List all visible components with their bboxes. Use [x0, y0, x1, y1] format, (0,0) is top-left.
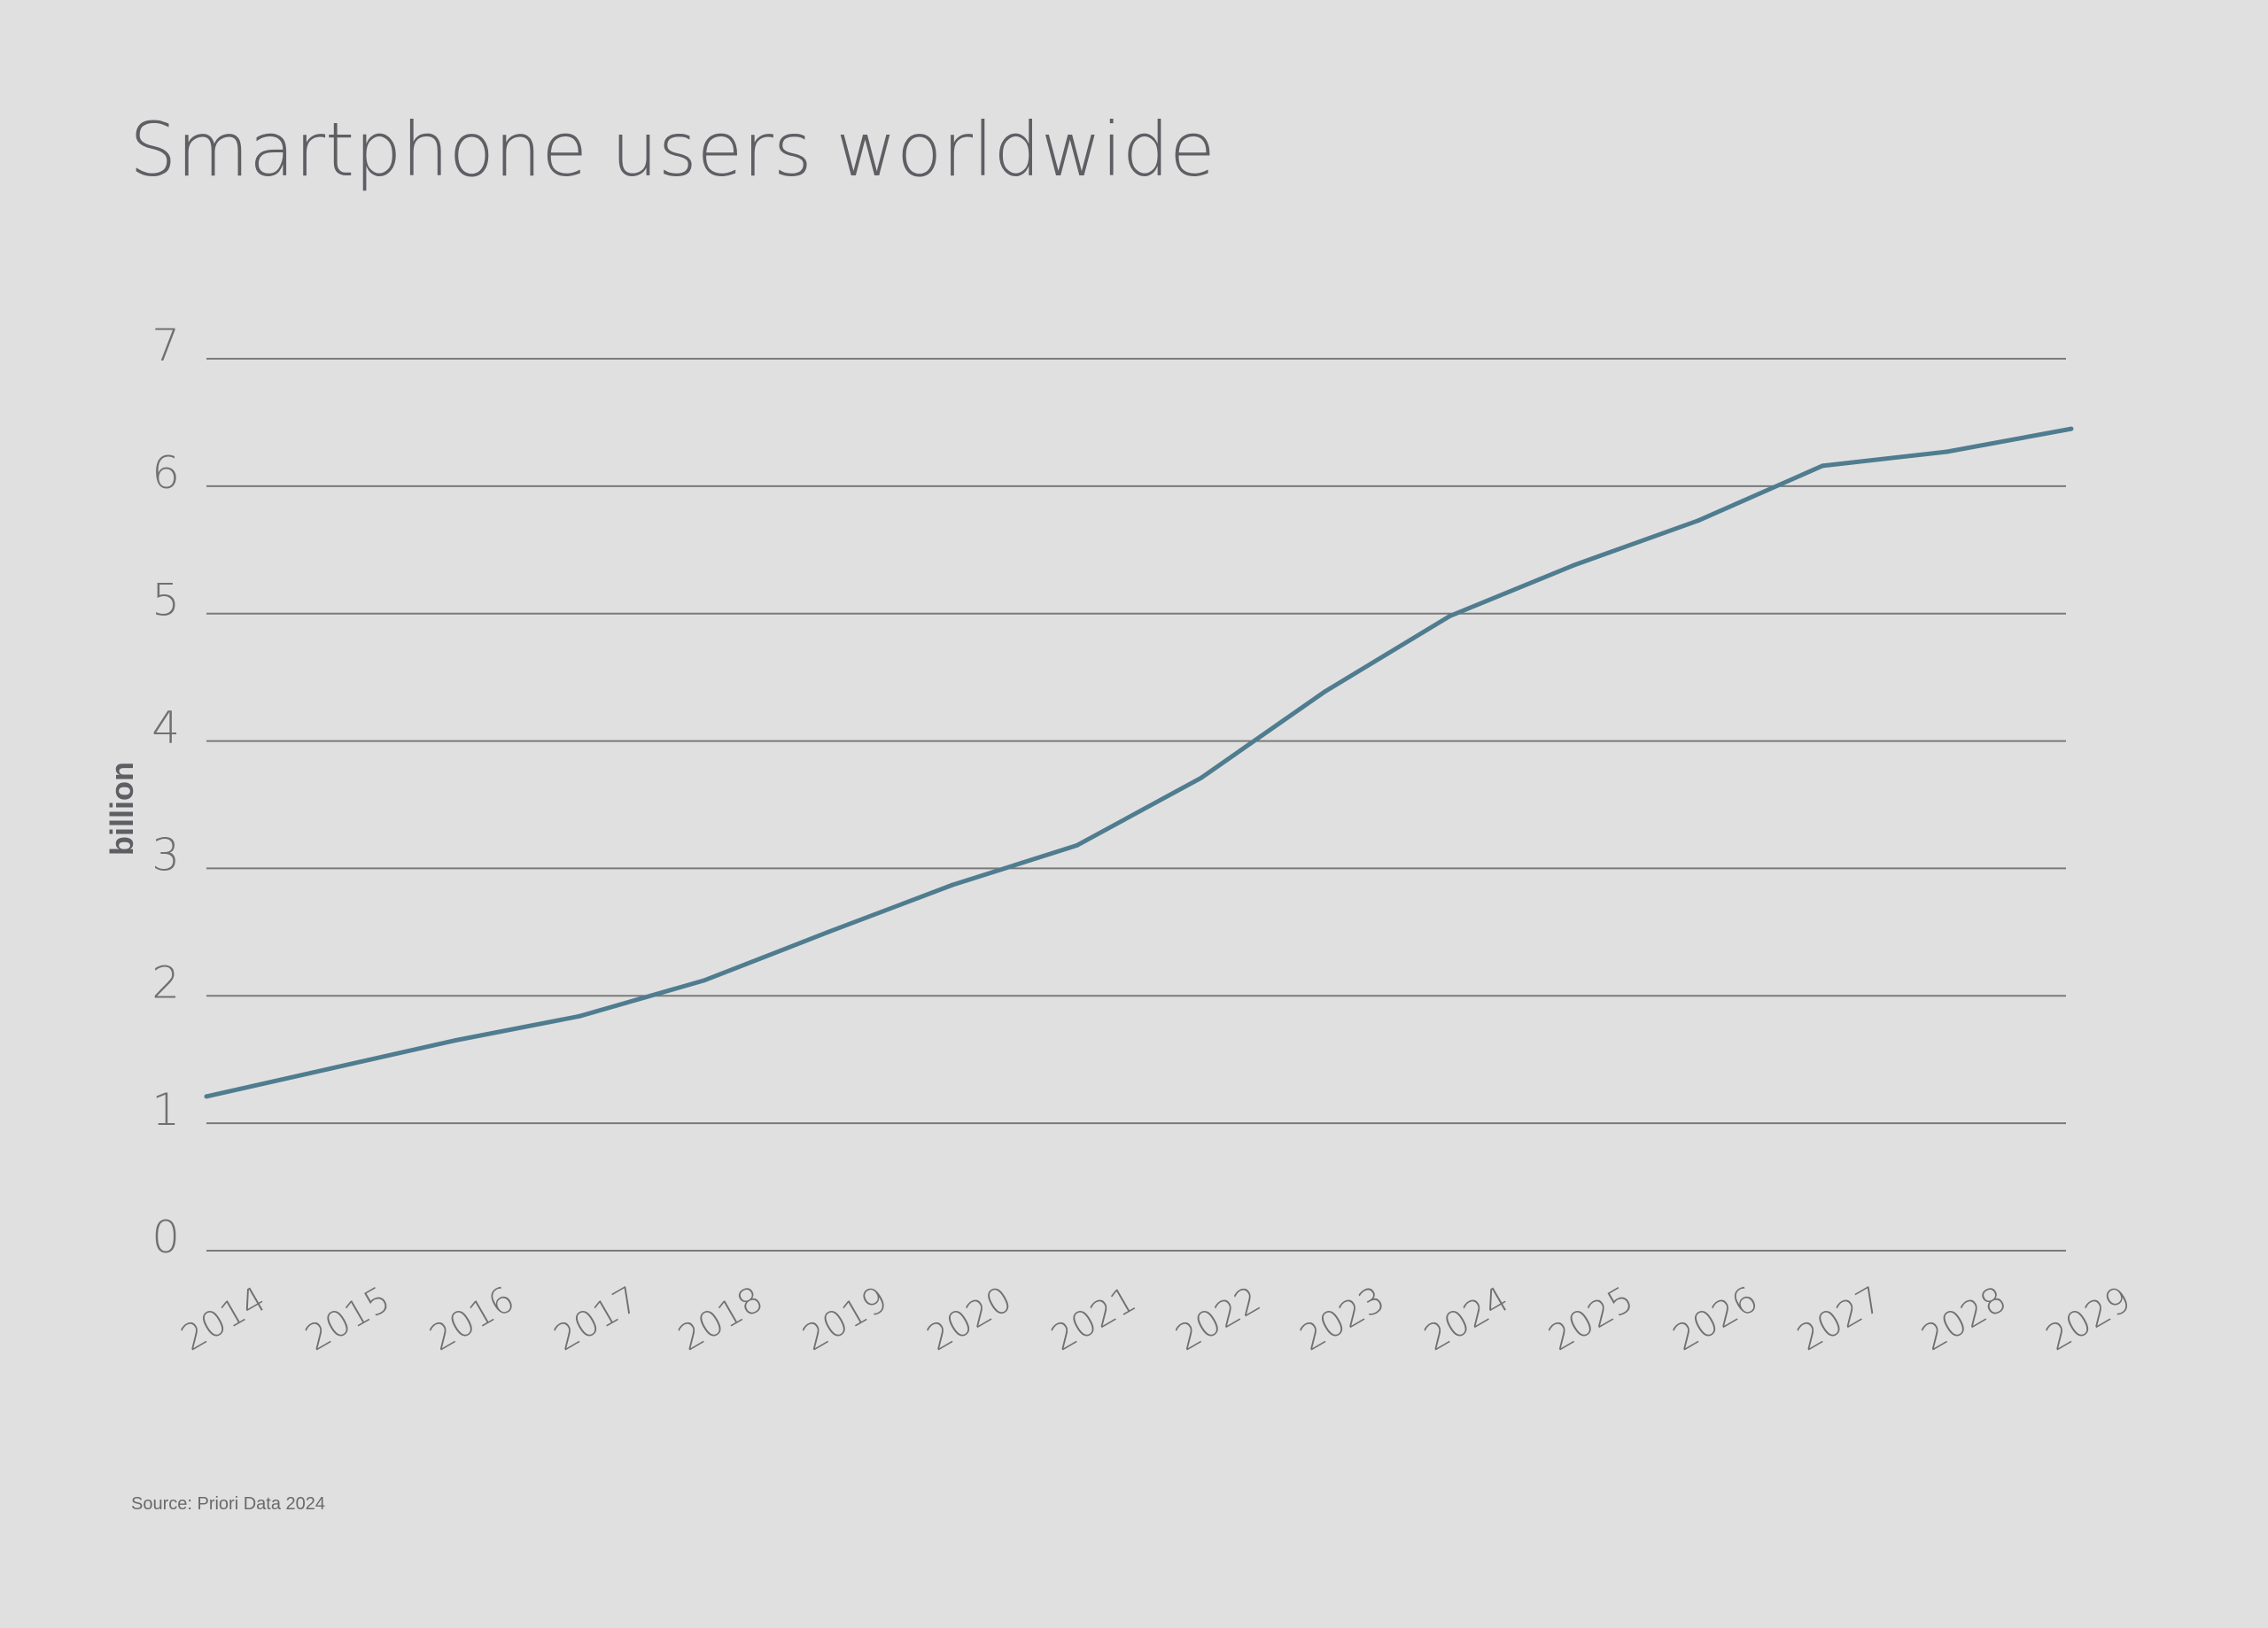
x-tick-label: 2019 — [796, 1279, 895, 1360]
data-point — [204, 1094, 209, 1099]
y-tick-label: 4 — [151, 702, 180, 754]
data-point — [453, 1038, 458, 1043]
x-tick-label: 2016 — [423, 1279, 522, 1360]
data-point — [1074, 843, 1079, 849]
x-tick-label: 2017 — [548, 1279, 646, 1360]
y-tick-label: 3 — [151, 829, 180, 880]
data-point — [577, 1013, 582, 1019]
y-tick-label: 2 — [151, 957, 180, 1008]
data-point — [1945, 449, 1950, 454]
x-tick-label: 2023 — [1293, 1279, 1392, 1360]
x-tick-label: 2029 — [2039, 1279, 2138, 1360]
y-axis-ticks: 0 1 2 3 4 5 6 7 — [151, 320, 180, 1263]
x-tick-label: 2014 — [175, 1279, 273, 1360]
data-point — [701, 978, 706, 983]
data-point — [328, 1066, 333, 1071]
x-tick-label: 2024 — [1418, 1279, 1516, 1360]
data-point — [826, 929, 831, 934]
y-tick-label: 7 — [151, 320, 180, 371]
x-tick-label: 2018 — [672, 1279, 770, 1360]
x-tick-label: 2025 — [1542, 1279, 1641, 1360]
y-axis-label: billion — [104, 762, 140, 856]
data-point — [1696, 518, 1701, 523]
y-tick-label: 0 — [151, 1212, 180, 1263]
data-point — [950, 882, 955, 888]
y-tick-label: 1 — [151, 1084, 180, 1136]
y-tick-label: 5 — [151, 575, 180, 626]
x-tick-label: 2022 — [1169, 1279, 1268, 1360]
data-point — [1199, 775, 1204, 780]
x-tick-label: 2015 — [299, 1279, 397, 1360]
x-tick-label: 2026 — [1666, 1279, 1765, 1360]
gridlines — [206, 358, 2066, 1252]
series-line — [206, 426, 2072, 1099]
source-note: Source: Priori Data 2024 — [131, 1494, 325, 1514]
data-point — [1447, 614, 1452, 619]
chart-title: Smartphone users worldwide — [129, 106, 1216, 193]
x-axis-ticks: 2014 2015 2016 2017 2018 2019 2020 2021 2022 2023… — [175, 1279, 2138, 1360]
x-tick-label: 2020 — [920, 1279, 1019, 1360]
x-tick-label: 2021 — [1045, 1279, 1143, 1360]
y-tick-label: 6 — [151, 447, 180, 499]
data-point — [2069, 426, 2074, 431]
data-point — [1323, 688, 1328, 694]
data-point — [1820, 463, 1825, 469]
data-point — [1572, 562, 1577, 568]
x-tick-label: 2027 — [1790, 1279, 1889, 1360]
x-tick-label: 2028 — [1915, 1279, 2014, 1360]
series-group — [204, 426, 2074, 1099]
